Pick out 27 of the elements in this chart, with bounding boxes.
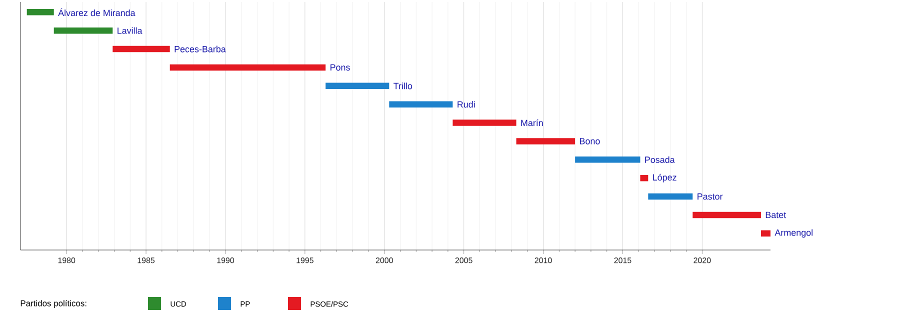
y-tick-label: Batet <box>766 212 786 218</box>
y-tick-label: Lavilla <box>118 27 142 34</box>
legend-title: Partidos políticos: <box>20 300 86 308</box>
bar <box>575 156 640 163</box>
bar <box>112 46 170 52</box>
bar <box>760 230 771 237</box>
bar <box>389 101 453 108</box>
bar <box>54 27 113 34</box>
bar <box>326 82 390 90</box>
y-tick-label: Trillo <box>394 82 412 90</box>
bar <box>640 174 648 182</box>
bar <box>692 212 761 218</box>
y-tick-label: Peces-Barba <box>174 46 226 52</box>
bar <box>516 138 576 144</box>
y-tick-label: Marín <box>521 119 543 126</box>
y-tick-label: Armengol <box>774 229 812 238</box>
bar <box>452 120 516 126</box>
bar <box>26 9 54 16</box>
y-tick-label: Pons <box>330 64 350 71</box>
y-tick-label: Pastor <box>698 193 723 200</box>
bar <box>170 64 326 71</box>
y-tick-label: Posada <box>645 156 675 163</box>
y-tick-label: López <box>653 174 676 182</box>
y-tick-label: Bono <box>580 138 600 144</box>
y-tick-label: Álvarez de Miranda <box>58 8 136 16</box>
y-tick-label: Rudi <box>458 101 475 108</box>
bar <box>648 193 693 200</box>
